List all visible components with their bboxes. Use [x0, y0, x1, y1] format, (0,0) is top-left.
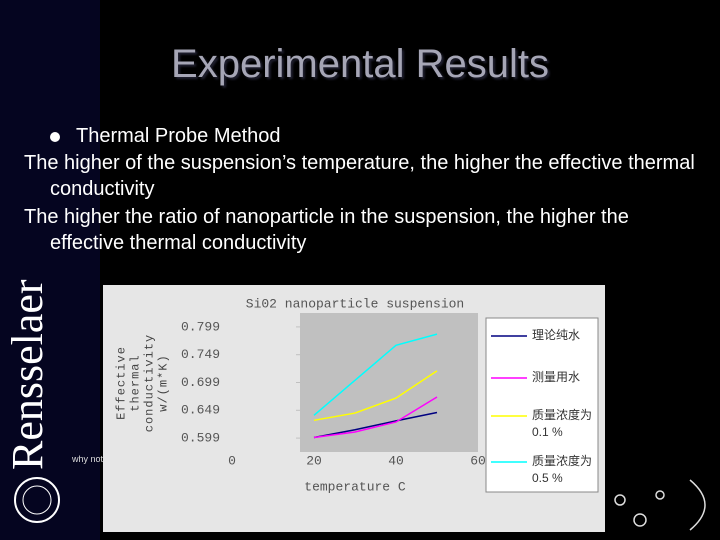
- y-axis-label: Effective thermal conductivity w/(m*K): [114, 333, 171, 433]
- y-tick-label: 0.599: [181, 431, 220, 446]
- seal: [22, 485, 52, 515]
- bullet-dot: [50, 132, 60, 142]
- tagline: why not: [72, 454, 104, 464]
- bullet-text: Thermal Probe Method: [76, 125, 281, 147]
- y-tick-label: 0.749: [181, 347, 220, 362]
- seal: [14, 477, 60, 523]
- x-tick-label: 60: [470, 453, 486, 468]
- side-band: [0, 0, 100, 540]
- x-axis-label: temperature C: [304, 479, 406, 494]
- y-tick-label: 0.799: [181, 319, 220, 334]
- bullet: Thermal Probe Method: [50, 123, 706, 149]
- slide-title: Experimental Results: [171, 42, 549, 86]
- x-tick-label: 0: [228, 453, 236, 468]
- series-line: [313, 411, 438, 439]
- legend-label: 质量浓度为0.1 %: [532, 408, 593, 439]
- series-line: [313, 396, 438, 439]
- logo: Rensselaer: [3, 279, 52, 470]
- x-tick-label: 20: [306, 453, 322, 468]
- chart-title: Si02 nanoparticle suspension: [246, 296, 464, 311]
- legend-box: [485, 317, 599, 493]
- plot-area: [300, 313, 478, 452]
- series-line: [313, 333, 438, 416]
- legend-label: 质量浓度为0.5 %: [532, 454, 593, 485]
- decoration: [614, 479, 706, 531]
- bullet: The higher of the suspension’s temperatu…: [24, 152, 695, 200]
- x-tick-label: 40: [388, 453, 404, 468]
- y-tick-label: 0.699: [181, 375, 220, 390]
- legend-label: 理论纯水: [532, 328, 581, 342]
- legend-label: 测量用水: [532, 370, 581, 384]
- bullet: The higher the ratio of nanoparticle in …: [24, 206, 629, 254]
- y-tick-label: 0.649: [181, 403, 220, 418]
- series-line: [313, 370, 438, 422]
